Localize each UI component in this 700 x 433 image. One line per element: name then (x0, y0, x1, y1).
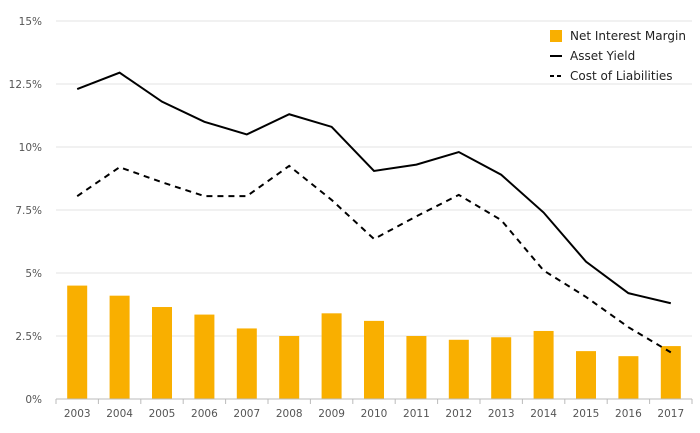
y-axis-ticks: 0% 2.5% 5% 7.5% 10% 12.5% 15% (9, 16, 42, 406)
bar-2006 (194, 314, 215, 399)
y-tick-label: 2.5% (15, 331, 42, 343)
asset-yield-line (76, 71, 672, 305)
gridlines (56, 20, 692, 337)
x-axis: 2003 2004 2005 2006 2007 2008 2009 2010 2011 2012… (55, 398, 693, 420)
x-tick-label: 2008 (276, 408, 303, 420)
y-tick-label: 12.5% (9, 79, 42, 91)
bar-2014 (533, 330, 554, 399)
legend-swatch-bar (550, 30, 562, 42)
legend-label: Asset Yield (570, 49, 635, 63)
bar-2003 (67, 285, 88, 399)
bar-2017 (660, 346, 681, 399)
bar-2015 (576, 351, 596, 399)
x-tick-label: 2009 (318, 408, 345, 420)
bar-2011 (406, 336, 427, 399)
bar-2010 (364, 320, 384, 399)
legend-label: Cost of Liabilities (570, 69, 673, 83)
bar-2004 (109, 295, 130, 399)
x-tick-label: 2011 (403, 408, 430, 420)
bar-2007 (236, 328, 257, 399)
x-tick-label: 2016 (615, 408, 642, 420)
bar-2013 (491, 337, 512, 399)
rate-lines (76, 71, 672, 354)
y-tick-label: 15% (19, 16, 42, 28)
bar-2012 (448, 339, 469, 399)
x-tick-label: 2010 (361, 408, 388, 420)
bar-2008 (279, 336, 300, 399)
legend-label: Net Interest Margin (570, 29, 686, 43)
cost-of-liabilities-line (76, 164, 672, 354)
y-tick-label: 0% (25, 394, 42, 406)
x-tick-label: 2017 (657, 408, 684, 420)
y-tick-label: 7.5% (15, 205, 42, 217)
x-tick-label: 2012 (445, 408, 472, 420)
legend: Net Interest Margin Asset Yield Cost of Li… (550, 29, 686, 83)
y-tick-label: 10% (19, 142, 42, 154)
x-tick-label: 2005 (149, 408, 176, 420)
x-tick-label: 2006 (191, 408, 218, 420)
bar-2016 (618, 356, 639, 399)
x-tick-label: 2003 (64, 408, 91, 420)
y-tick-label: 5% (25, 268, 42, 280)
x-tick-label: 2004 (106, 408, 133, 420)
net-interest-margin-bars (67, 285, 681, 399)
x-tick-label: 2014 (530, 408, 557, 420)
bar-2005 (152, 307, 172, 399)
x-tick-label: 2007 (233, 408, 260, 420)
bar-2009 (321, 313, 342, 399)
x-tick-label: 2013 (488, 408, 515, 420)
x-tick-label: 2015 (573, 408, 600, 420)
